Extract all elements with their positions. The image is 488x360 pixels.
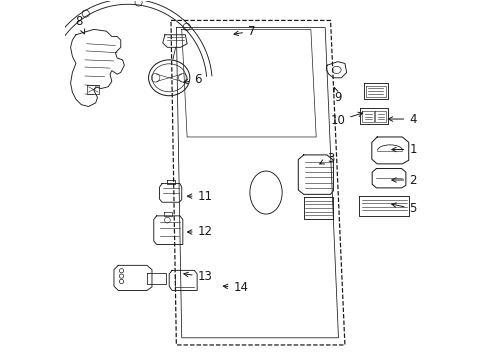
Text: 5: 5 [391, 202, 416, 215]
Text: 6: 6 [183, 73, 201, 86]
Text: 10: 10 [329, 112, 362, 127]
Text: 12: 12 [187, 225, 212, 238]
Text: 3: 3 [319, 152, 334, 165]
Text: 11: 11 [187, 190, 212, 203]
Text: 9: 9 [333, 88, 341, 104]
Text: 4: 4 [387, 113, 416, 126]
Text: 1: 1 [391, 143, 416, 156]
Text: 14: 14 [223, 281, 248, 294]
Text: 2: 2 [391, 174, 416, 186]
Text: 13: 13 [183, 270, 212, 283]
Text: 7: 7 [233, 25, 255, 38]
Text: 8: 8 [75, 15, 84, 34]
